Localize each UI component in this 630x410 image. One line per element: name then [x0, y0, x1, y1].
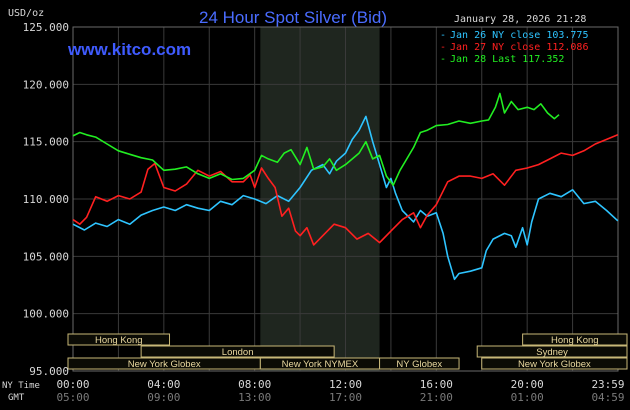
series-line-jan27 [72, 134, 619, 246]
market-sessions: Hong Kong London New York Globex New York N… [67, 333, 628, 370]
x-tick-gmt-4: 21:00 [420, 391, 453, 404]
x-tick-gmt-6: 04:59 [591, 391, 624, 404]
session-label-0: Hong Kong [95, 335, 143, 346]
x-tick-gmt-2: 13:00 [238, 391, 271, 404]
y-tick-label-3: 110.000 [23, 193, 69, 206]
ny-time-row-label: NY Time [2, 381, 40, 391]
y-tick-label-6: 95.000 [29, 365, 69, 378]
session-box-7 [481, 357, 628, 370]
watermark-logo: www.kitco.com [67, 40, 191, 59]
y-tick-label-1: 120.000 [23, 78, 69, 91]
y-axis-ticks: 125.000 120.000 115.000 110.000 105.000 100.0… [23, 21, 69, 378]
series-line-jan26 [72, 115, 619, 281]
series-line-jan28 [72, 92, 560, 186]
price-series [72, 92, 619, 281]
legend-item-jan28: Jan 28 Last 117.352 [450, 54, 564, 65]
x-tick-ny-2: 08:00 [238, 378, 271, 391]
chart-title: 24 Hour Spot Silver (Bid) [199, 8, 387, 27]
legend-dash-jan28: - [440, 54, 446, 65]
x-tick-ny-1: 04:00 [147, 378, 180, 391]
session-label-2: New York Globex [128, 359, 201, 370]
legend-item-jan27: Jan 27 NY close 112.086 [450, 42, 588, 53]
x-tick-gmt-1: 09:00 [147, 391, 180, 404]
legend-dash-jan26: - [440, 30, 446, 41]
chart-legend: Jan 26 NY close 103.775 Jan 27 NY close … [440, 30, 588, 65]
session-box-0 [67, 333, 171, 346]
session-label-1: London [222, 347, 254, 358]
y-axis-unit-label: USD/oz [8, 8, 44, 19]
y-tick-label-2: 115.000 [23, 136, 69, 149]
session-label-6: Sydney [536, 347, 568, 358]
session-box-6 [476, 345, 628, 358]
x-tick-ny-0: 00:00 [56, 378, 89, 391]
legend-item-jan26: Jan 26 NY close 103.775 [450, 30, 588, 41]
x-tick-gmt-0: 05:00 [56, 391, 89, 404]
x-tick-gmt-3: 17:00 [329, 391, 362, 404]
session-box-1 [140, 345, 335, 358]
session-label-3: New York NYMEX [282, 359, 359, 370]
x-tick-ny-4: 16:00 [420, 378, 453, 391]
legend-dash-jan27: - [440, 42, 446, 53]
x-tick-ny-3: 12:00 [329, 378, 362, 391]
session-box-4 [379, 357, 460, 370]
x-tick-ny-5: 20:00 [511, 378, 544, 391]
session-label-4: NY Globex [396, 359, 442, 370]
session-label-7: New York Globex [518, 359, 591, 370]
plot-frame [72, 26, 619, 372]
chart-timestamp: January 28, 2026 21:28 [454, 14, 586, 25]
session-label-5: Hong Kong [551, 335, 599, 346]
session-box-5 [522, 333, 628, 346]
y-tick-label-5: 100.000 [23, 308, 69, 321]
x-tick-ny-6: 23:59 [591, 378, 624, 391]
x-tick-gmt-5: 01:00 [511, 391, 544, 404]
y-tick-label-0: 125.000 [23, 21, 69, 34]
y-tick-label-4: 105.000 [23, 250, 69, 263]
gmt-row-label: GMT [8, 393, 25, 403]
